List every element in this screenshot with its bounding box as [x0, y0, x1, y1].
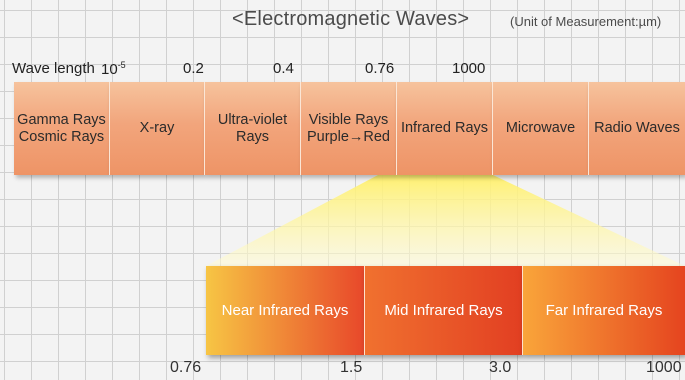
band-microwave: Microwave — [492, 82, 588, 175]
band-gamma-cosmic: Gamma Rays Cosmic Rays — [14, 82, 109, 175]
infrared-detail-row: Near Infrared Rays Mid Infrared Rays Far… — [206, 266, 685, 355]
band-ultra-violet-label: Ultra-violet Rays — [217, 111, 288, 145]
tick-0.76: 0.76 — [365, 60, 395, 77]
band-infrared-label: Infrared Rays — [400, 120, 489, 136]
ir-band-mid: Mid Infrared Rays — [364, 266, 522, 355]
band-radio-waves: Radio Waves — [588, 82, 685, 175]
band-gamma-cosmic-label: Gamma Rays Cosmic Rays — [17, 111, 106, 145]
spectrum-band-row: Gamma Rays Cosmic Rays X-ray Ultra-viole… — [14, 82, 685, 175]
ir-tick-0.76: 0.76 — [170, 359, 202, 376]
ir-tick-1.5: 1.5 — [340, 359, 363, 376]
band-visible-label: Visible Rays Purple→Red — [306, 111, 390, 145]
ir-band-far: Far Infrared Rays — [522, 266, 685, 355]
band-x-ray-label: X-ray — [139, 120, 175, 136]
band-microwave-label: Microwave — [505, 120, 576, 136]
band-radio-waves-label: Radio Waves — [594, 120, 680, 136]
ir-tick-1000: 1000 — [646, 359, 682, 376]
ir-band-mid-label: Mid Infrared Rays — [384, 302, 503, 319]
band-infrared: Infrared Rays — [396, 82, 492, 175]
tick-10e-5-exponent: -5 — [117, 60, 126, 70]
tick-10e-5: 10-5 — [101, 60, 126, 78]
ir-band-near: Near Infrared Rays — [206, 266, 364, 355]
ir-band-near-label: Near Infrared Rays — [221, 302, 349, 319]
tick-0.2: 0.2 — [183, 60, 204, 77]
band-ultra-violet: Ultra-violet Rays — [204, 82, 300, 175]
wavelength-axis-label: Wave length — [12, 60, 95, 77]
tick-1000: 1000 — [452, 60, 486, 77]
band-x-ray: X-ray — [109, 82, 204, 175]
tick-10e-5-base: 10 — [101, 61, 118, 78]
title-main: <Electromagnetic Waves> — [232, 8, 470, 30]
band-visible: Visible Rays Purple→Red — [300, 82, 396, 175]
tick-0.4: 0.4 — [273, 60, 294, 77]
ir-band-far-label: Far Infrared Rays — [545, 302, 663, 319]
unit-label: (Unit of Measurement:µm) — [510, 14, 662, 29]
ir-tick-3.0: 3.0 — [489, 359, 512, 376]
diagram-title: <Electromagnetic Waves> (Unit of Measure… — [0, 8, 685, 38]
